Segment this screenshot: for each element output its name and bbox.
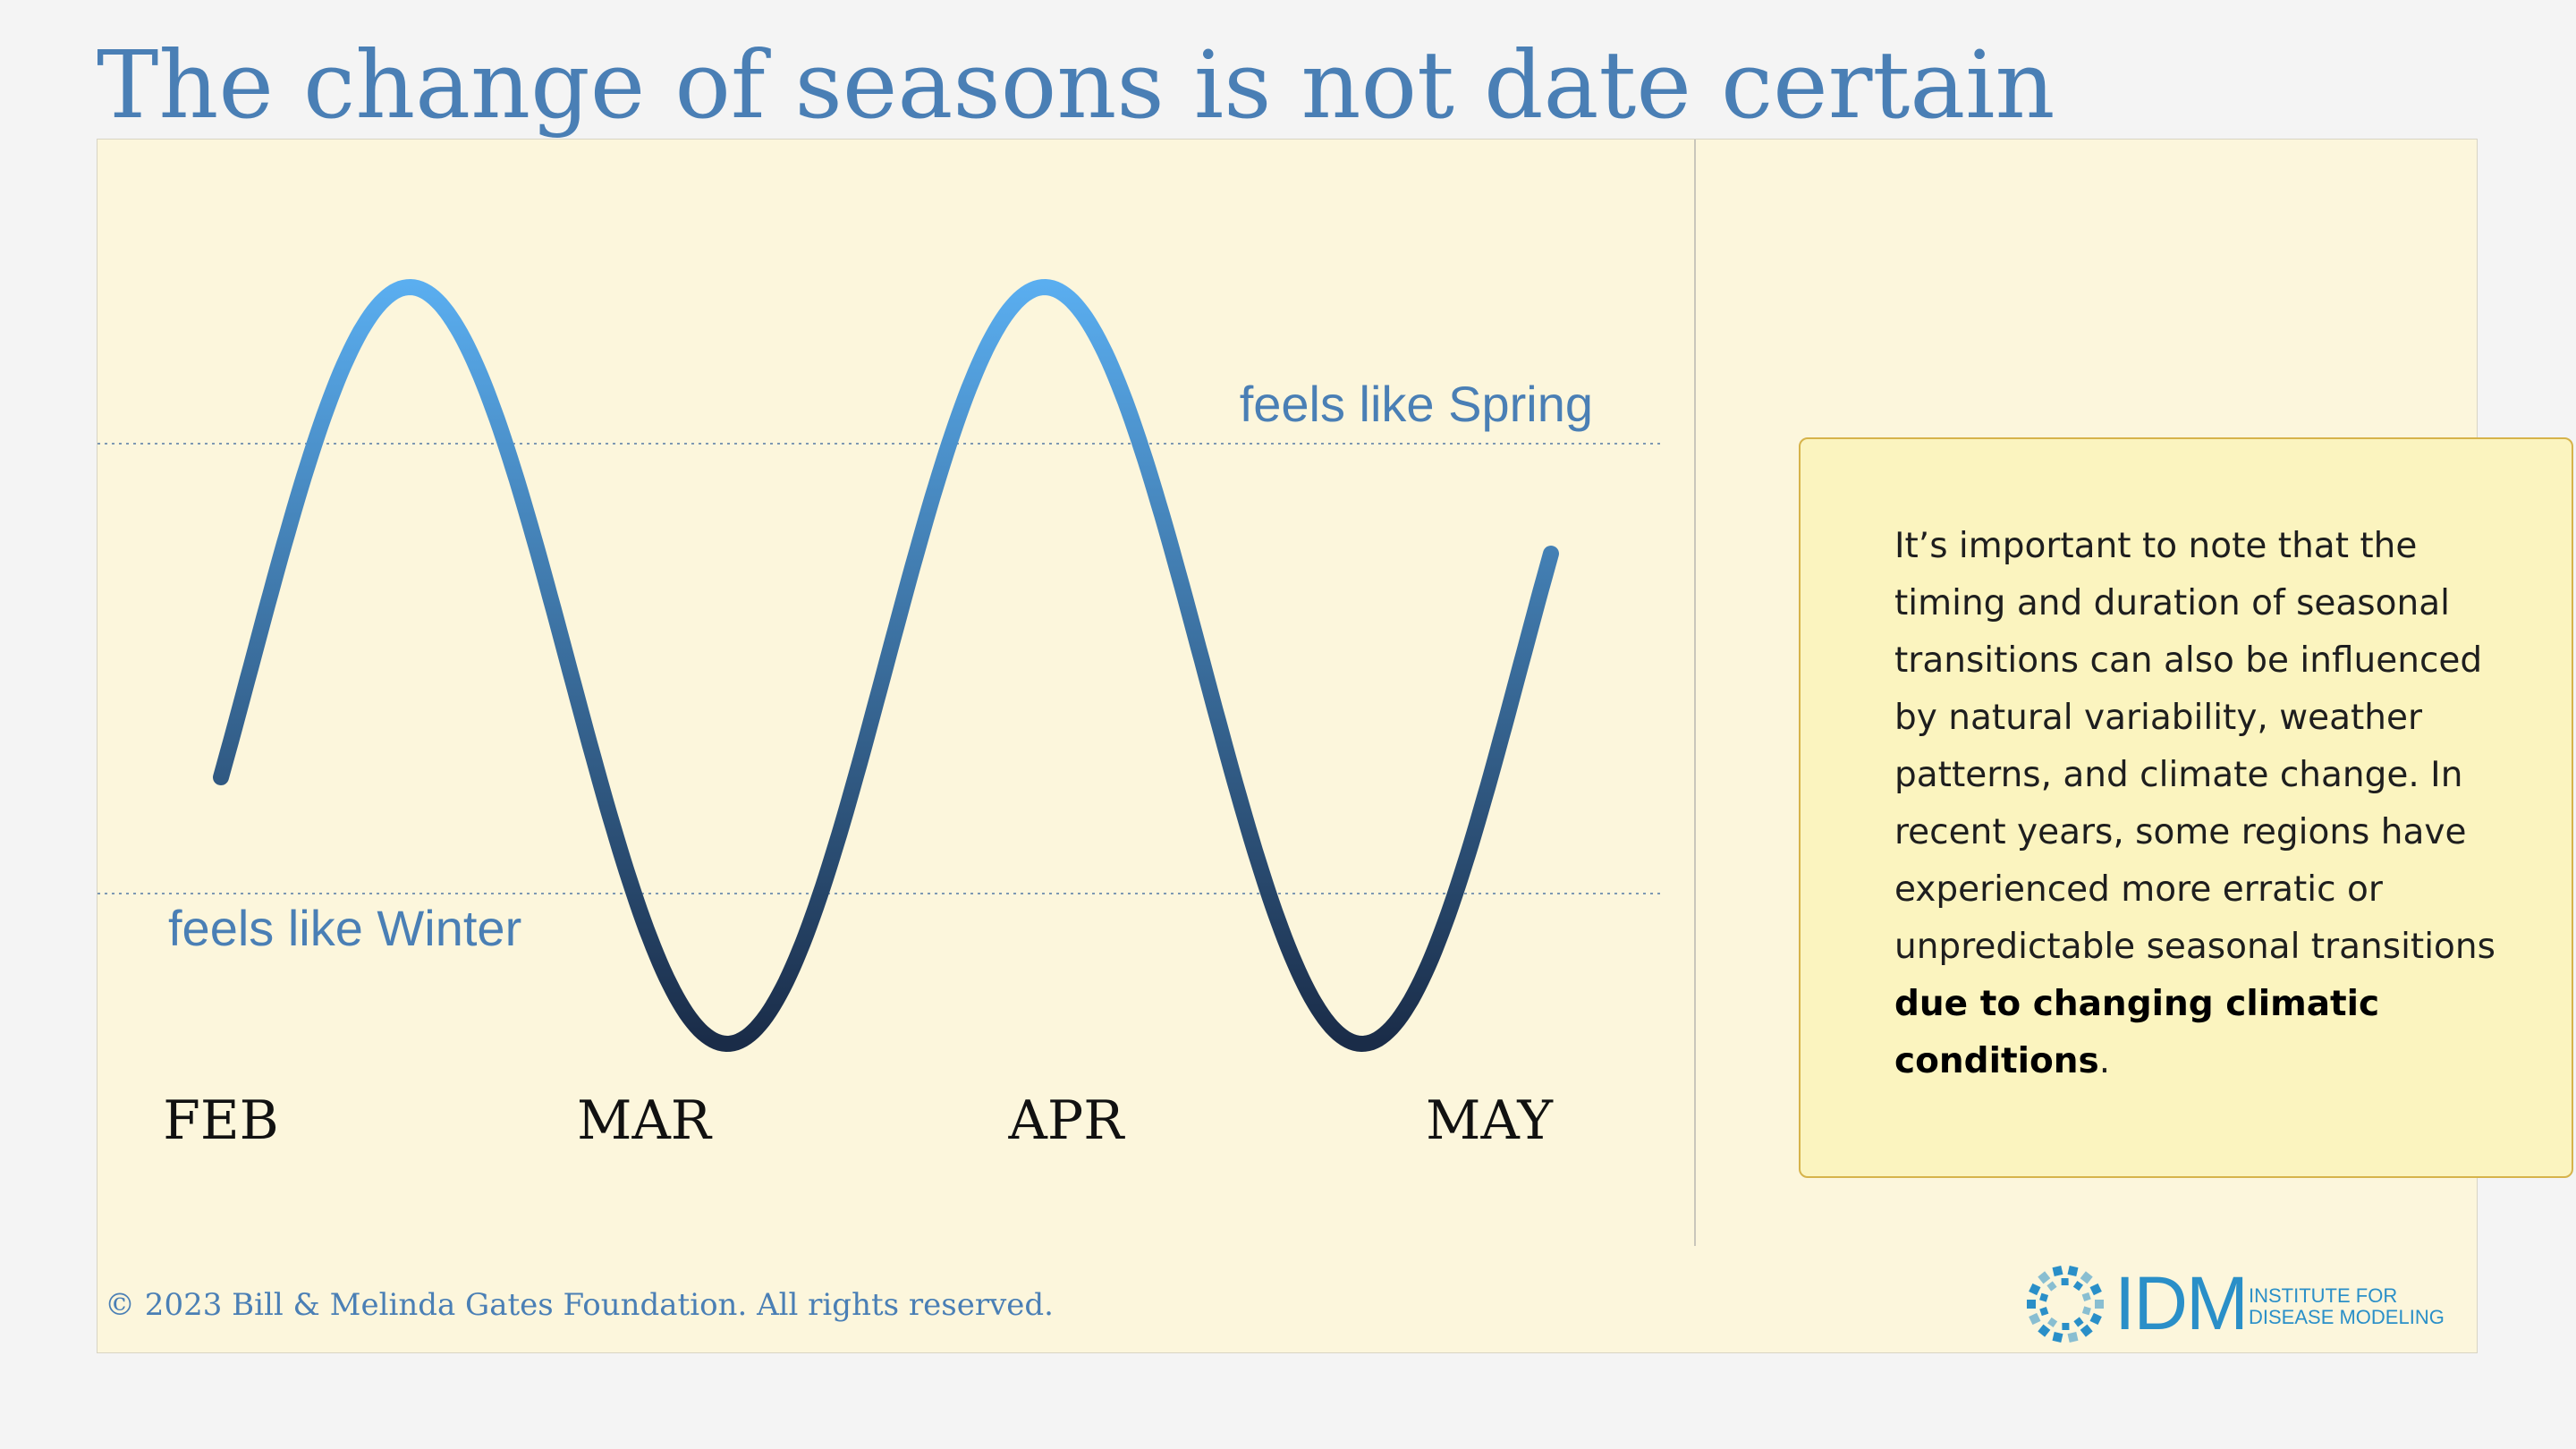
note-text: It’s important to note that the timing a… — [1894, 518, 2512, 1090]
main-panel: feels like Spring feels like Winter FEB … — [97, 139, 2573, 1248]
logo-mark-square — [2067, 1266, 2079, 1276]
logo-mark-square — [2038, 1324, 2051, 1337]
logo-mark-square — [2046, 1281, 2057, 1292]
winter-label: feels like Winter — [168, 900, 521, 956]
logo-mark-square — [2052, 1332, 2063, 1343]
logo-mark-square — [2029, 1283, 2041, 1296]
note-text-bold: due to changing climatic conditions — [1894, 984, 2380, 1081]
logo-mark-square — [2027, 1300, 2036, 1309]
logo-mark-square — [2081, 1306, 2091, 1316]
logo-mark-square — [2047, 1317, 2058, 1327]
logo-mark-square — [2080, 1324, 2093, 1337]
note-callout: It’s important to note that the timing a… — [1799, 437, 2573, 1178]
logo-mark-square — [2067, 1332, 2079, 1343]
idm-logo-mark-icon — [2027, 1266, 2104, 1343]
logo-mark-square — [2072, 1281, 2083, 1292]
logo-mark-square — [2080, 1271, 2093, 1284]
month-label-may: MAY — [1426, 1089, 1554, 1152]
month-label-mar: MAR — [577, 1089, 713, 1152]
logo-mark-square — [2081, 1292, 2091, 1301]
logo-mark-square — [2029, 1312, 2041, 1326]
spring-label: feels like Spring — [1240, 376, 1593, 432]
logo-name-line-2: DISEASE MODELING — [2249, 1306, 2445, 1328]
logo-full-name: INSTITUTE FOR DISEASE MODELING — [2249, 1285, 2445, 1328]
logo-mark-square — [2089, 1283, 2102, 1296]
logo-mark-square — [2062, 1322, 2070, 1331]
seasons-wave-diagram: feels like Spring feels like Winter FEB … — [97, 278, 1661, 1152]
logo-mark-square — [2073, 1317, 2084, 1327]
temperature-wave — [213, 278, 1559, 1053]
note-text-end: . — [2098, 1041, 2111, 1081]
logo-name-line-1: INSTITUTE FOR — [2249, 1284, 2398, 1307]
month-label-apr: APR — [1008, 1089, 1126, 1152]
logo-mark-square — [2095, 1300, 2104, 1309]
logo-mark-square — [2052, 1266, 2063, 1276]
note-text-regular: It’s important to note that the timing a… — [1894, 526, 2496, 967]
logo-mark-square — [2039, 1307, 2049, 1317]
slide-title: The change of seasons is not date certai… — [97, 30, 2055, 140]
panel-divider-vertical — [1694, 140, 1696, 1247]
logo-mark-square — [2038, 1271, 2051, 1284]
footer: © 2023 Bill & Melinda Gates Foundation. … — [97, 1246, 2478, 1353]
month-label-feb: FEB — [163, 1089, 279, 1152]
idm-logo: IDM INSTITUTE FOR DISEASE MODELING — [2025, 1264, 2472, 1344]
copyright-notice: © 2023 Bill & Melinda Gates Foundation. … — [105, 1287, 1054, 1323]
logo-mark-square — [2089, 1312, 2102, 1326]
logo-mark-square — [2039, 1292, 2049, 1302]
logo-mark-square — [2061, 1277, 2069, 1286]
logo-abbreviation: IDM — [2114, 1261, 2249, 1345]
